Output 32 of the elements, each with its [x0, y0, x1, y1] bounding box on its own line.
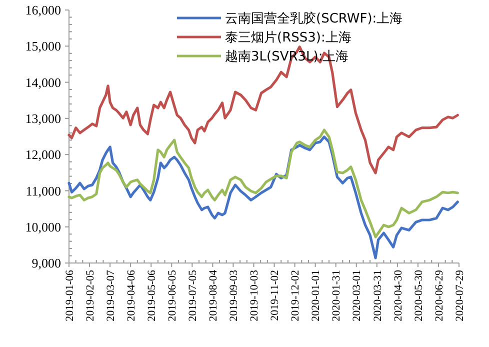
y-tick-label: 11,000	[26, 183, 61, 198]
x-tick-label: 2019-10-03	[248, 270, 261, 322]
x-tick-label: 2019-03-07	[104, 270, 117, 322]
x-tick-label: 2019-09-03	[228, 270, 240, 322]
x-tick-label: 2019-06-05	[166, 270, 178, 322]
x-tick-label: 2019-04-06	[125, 270, 138, 322]
line-series	[68, 128, 459, 238]
x-tick-label: 2020-06-29	[433, 270, 446, 322]
x-tick-label: 2019-01-06	[64, 270, 76, 322]
y-tick-label: 14,000	[25, 74, 61, 90]
y-tick-label: 13,000	[25, 110, 61, 126]
x-tick-label: 2020-03-31	[372, 270, 384, 322]
x-tick-label: 2020-01-31	[330, 270, 343, 322]
y-tick-label: 16,000	[25, 2, 61, 18]
line-series	[68, 46, 459, 174]
y-tick-label: 12,000	[25, 147, 61, 162]
x-tick-label: 2019-02-05	[84, 270, 96, 322]
x-tick-label: 2019-12-02	[290, 270, 302, 322]
legend-label: 泰三烟片(RSS3):上海	[225, 30, 352, 46]
x-tick-label: 2020-05-30	[412, 270, 425, 322]
x-tick-label: 2020-03-01	[351, 270, 364, 322]
legend-label: 云南国营全乳胶(SCRWF):上海	[225, 12, 403, 27]
x-tick-label: 2020-07-29	[454, 270, 466, 322]
x-tick-label: 2019-08-04	[208, 270, 220, 322]
y-tick-label: 9,000	[32, 256, 61, 271]
x-tick-label: 2020-01-01	[310, 270, 322, 322]
x-tick-label: 2020-04-30	[392, 270, 404, 322]
x-tick-label: 2019-11-02	[269, 270, 282, 321]
x-tick-label: 2019-07-05	[187, 270, 200, 322]
x-tick-label: 2019-05-06	[146, 270, 158, 322]
y-tick-label: 15,000	[25, 38, 61, 54]
y-tick-label: 10,000	[25, 219, 61, 234]
